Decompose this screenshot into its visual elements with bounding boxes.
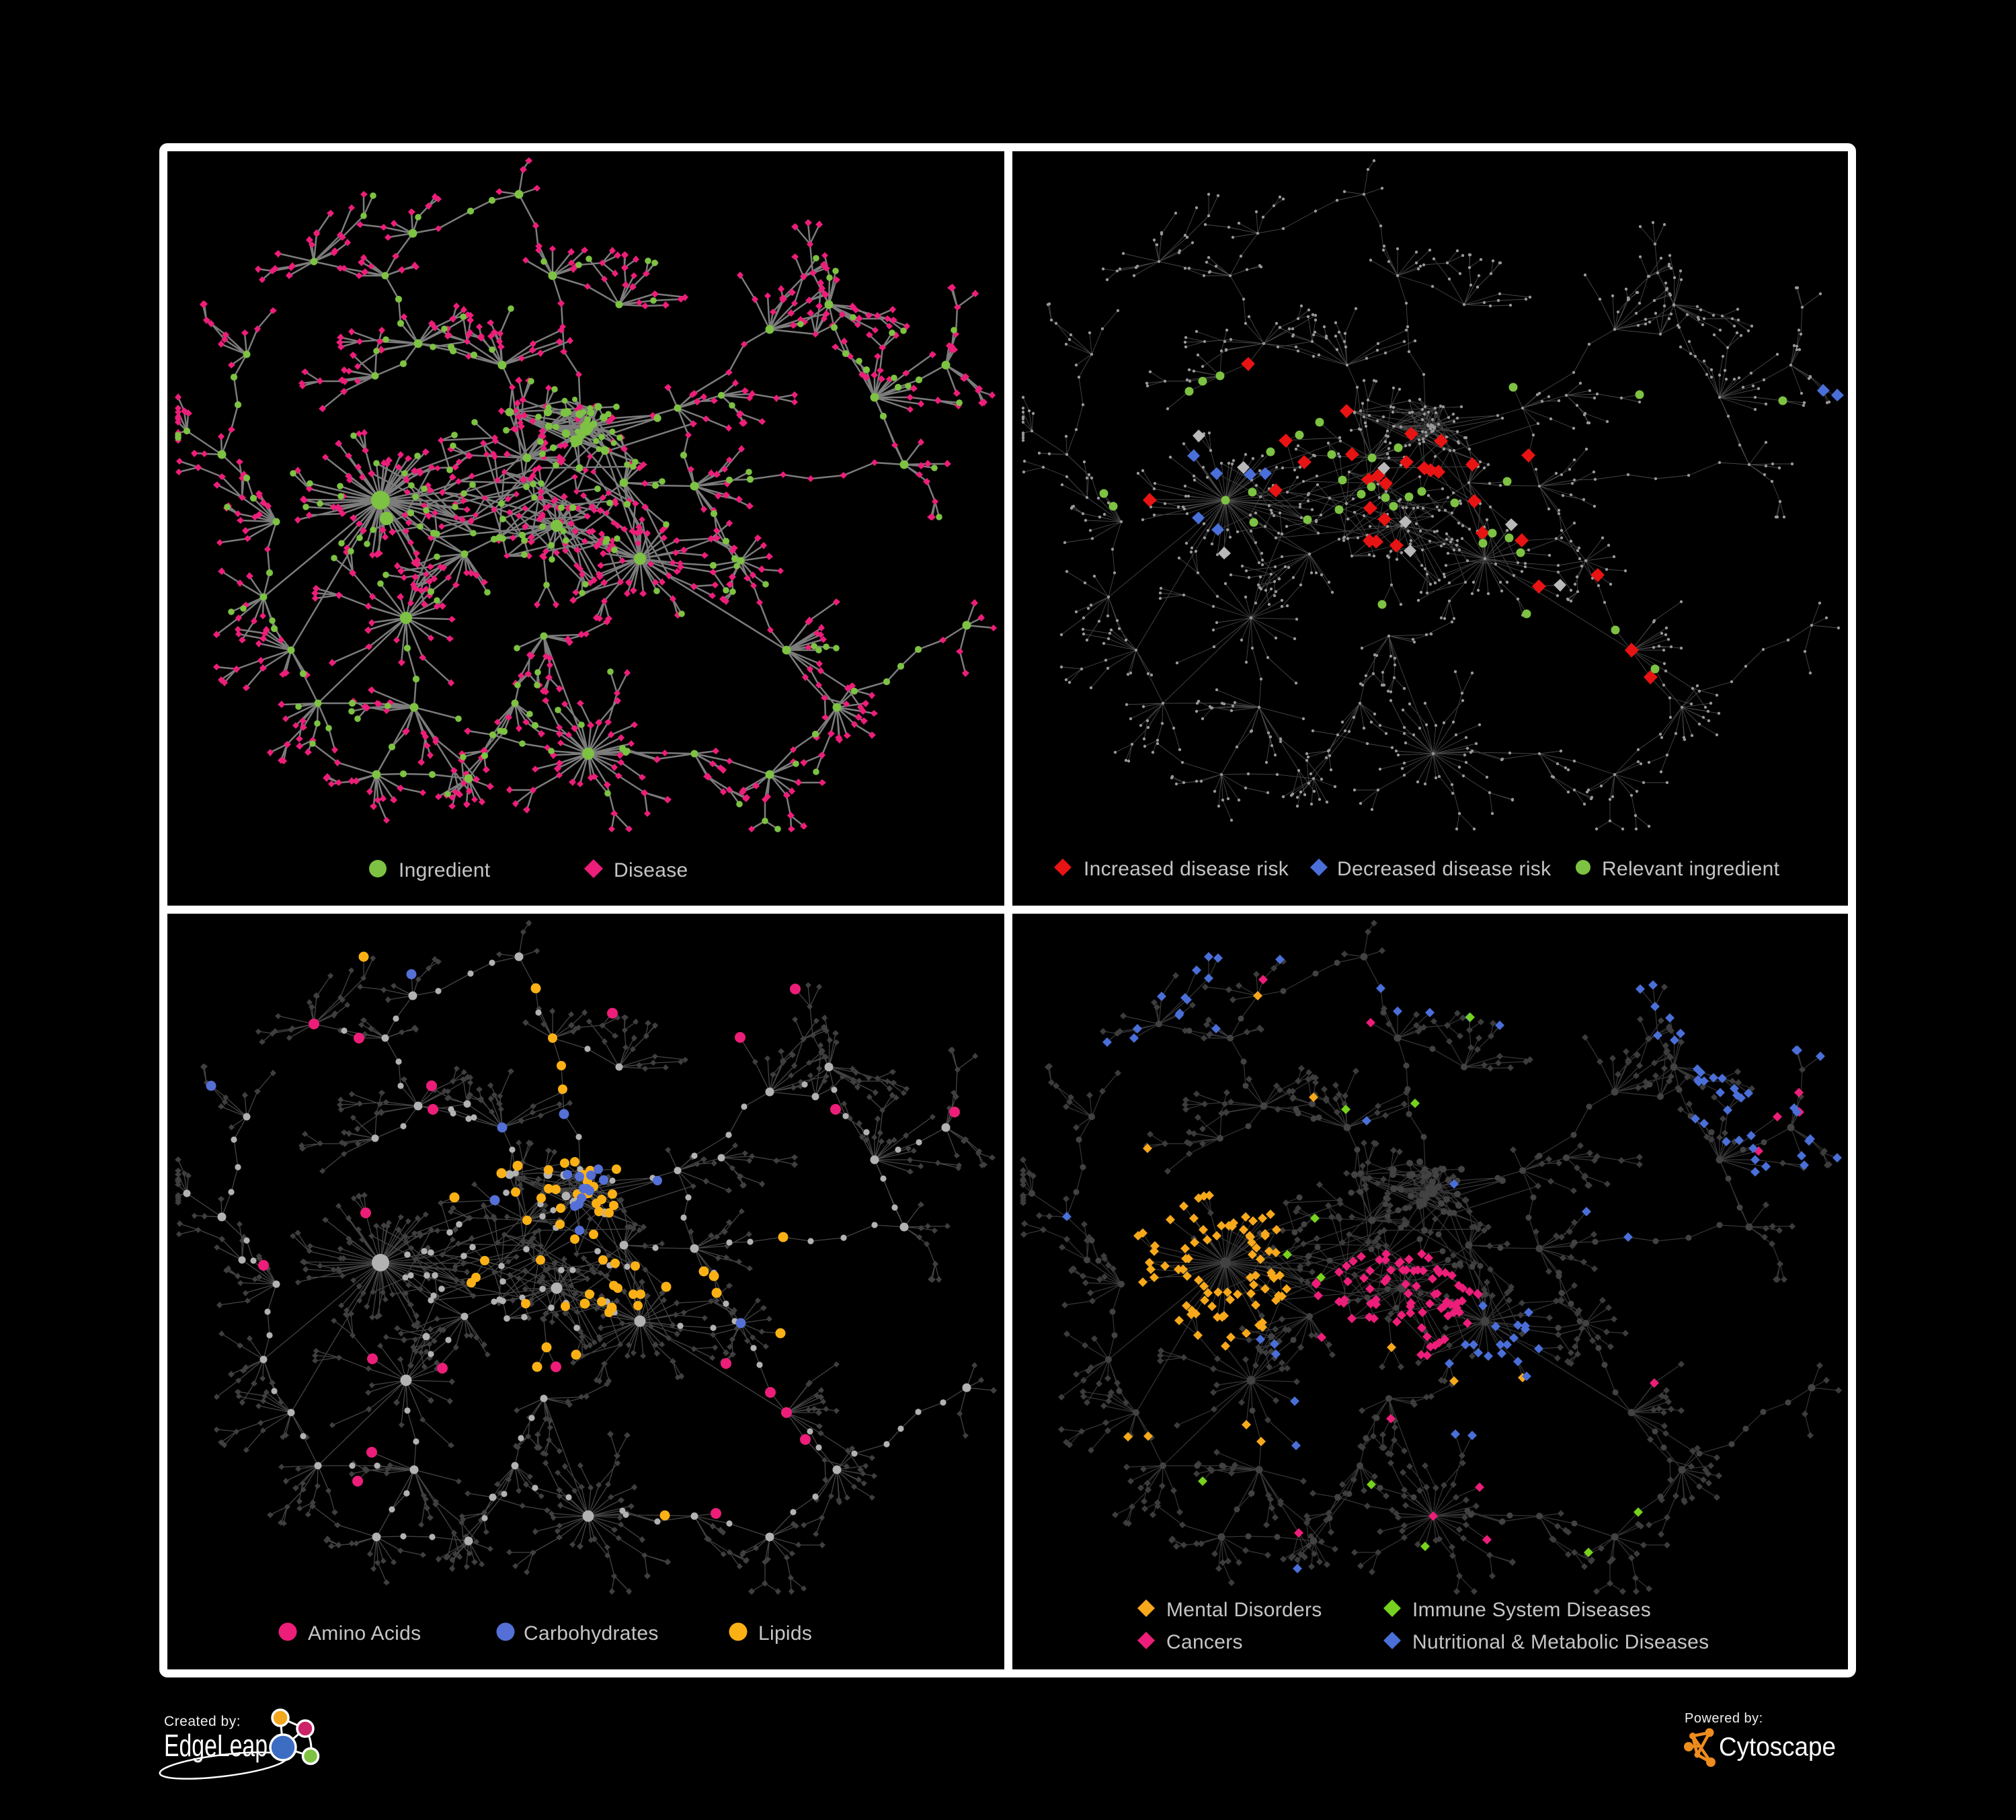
svg-text:Decreased disease risk: Decreased disease risk [1337, 858, 1551, 880]
svg-text:Lipids: Lipids [758, 1622, 812, 1645]
svg-text:Ingredient: Ingredient [399, 859, 491, 881]
svg-text:Carbohydrates: Carbohydrates [524, 1622, 659, 1645]
svg-text:Cytoscape: Cytoscape [1719, 1733, 1836, 1762]
svg-text:Relevant ingredient: Relevant ingredient [1602, 858, 1780, 880]
svg-text:Disease: Disease [614, 859, 688, 881]
svg-text:Cancers: Cancers [1166, 1631, 1243, 1653]
svg-text:Created by:: Created by: [164, 1714, 241, 1729]
svg-text:Increased disease risk: Increased disease risk [1084, 858, 1289, 880]
svg-text:Mental Disorders: Mental Disorders [1166, 1599, 1322, 1621]
svg-text:Immune System Diseases: Immune System Diseases [1412, 1599, 1651, 1621]
svg-text:EdgeLeap: EdgeLeap [164, 1728, 268, 1763]
svg-text:Nutritional & Metabolic Diseas: Nutritional & Metabolic Diseases [1412, 1631, 1709, 1653]
svg-text:Powered by:: Powered by: [1685, 1711, 1763, 1726]
svg-text:Amino Acids: Amino Acids [308, 1622, 421, 1645]
